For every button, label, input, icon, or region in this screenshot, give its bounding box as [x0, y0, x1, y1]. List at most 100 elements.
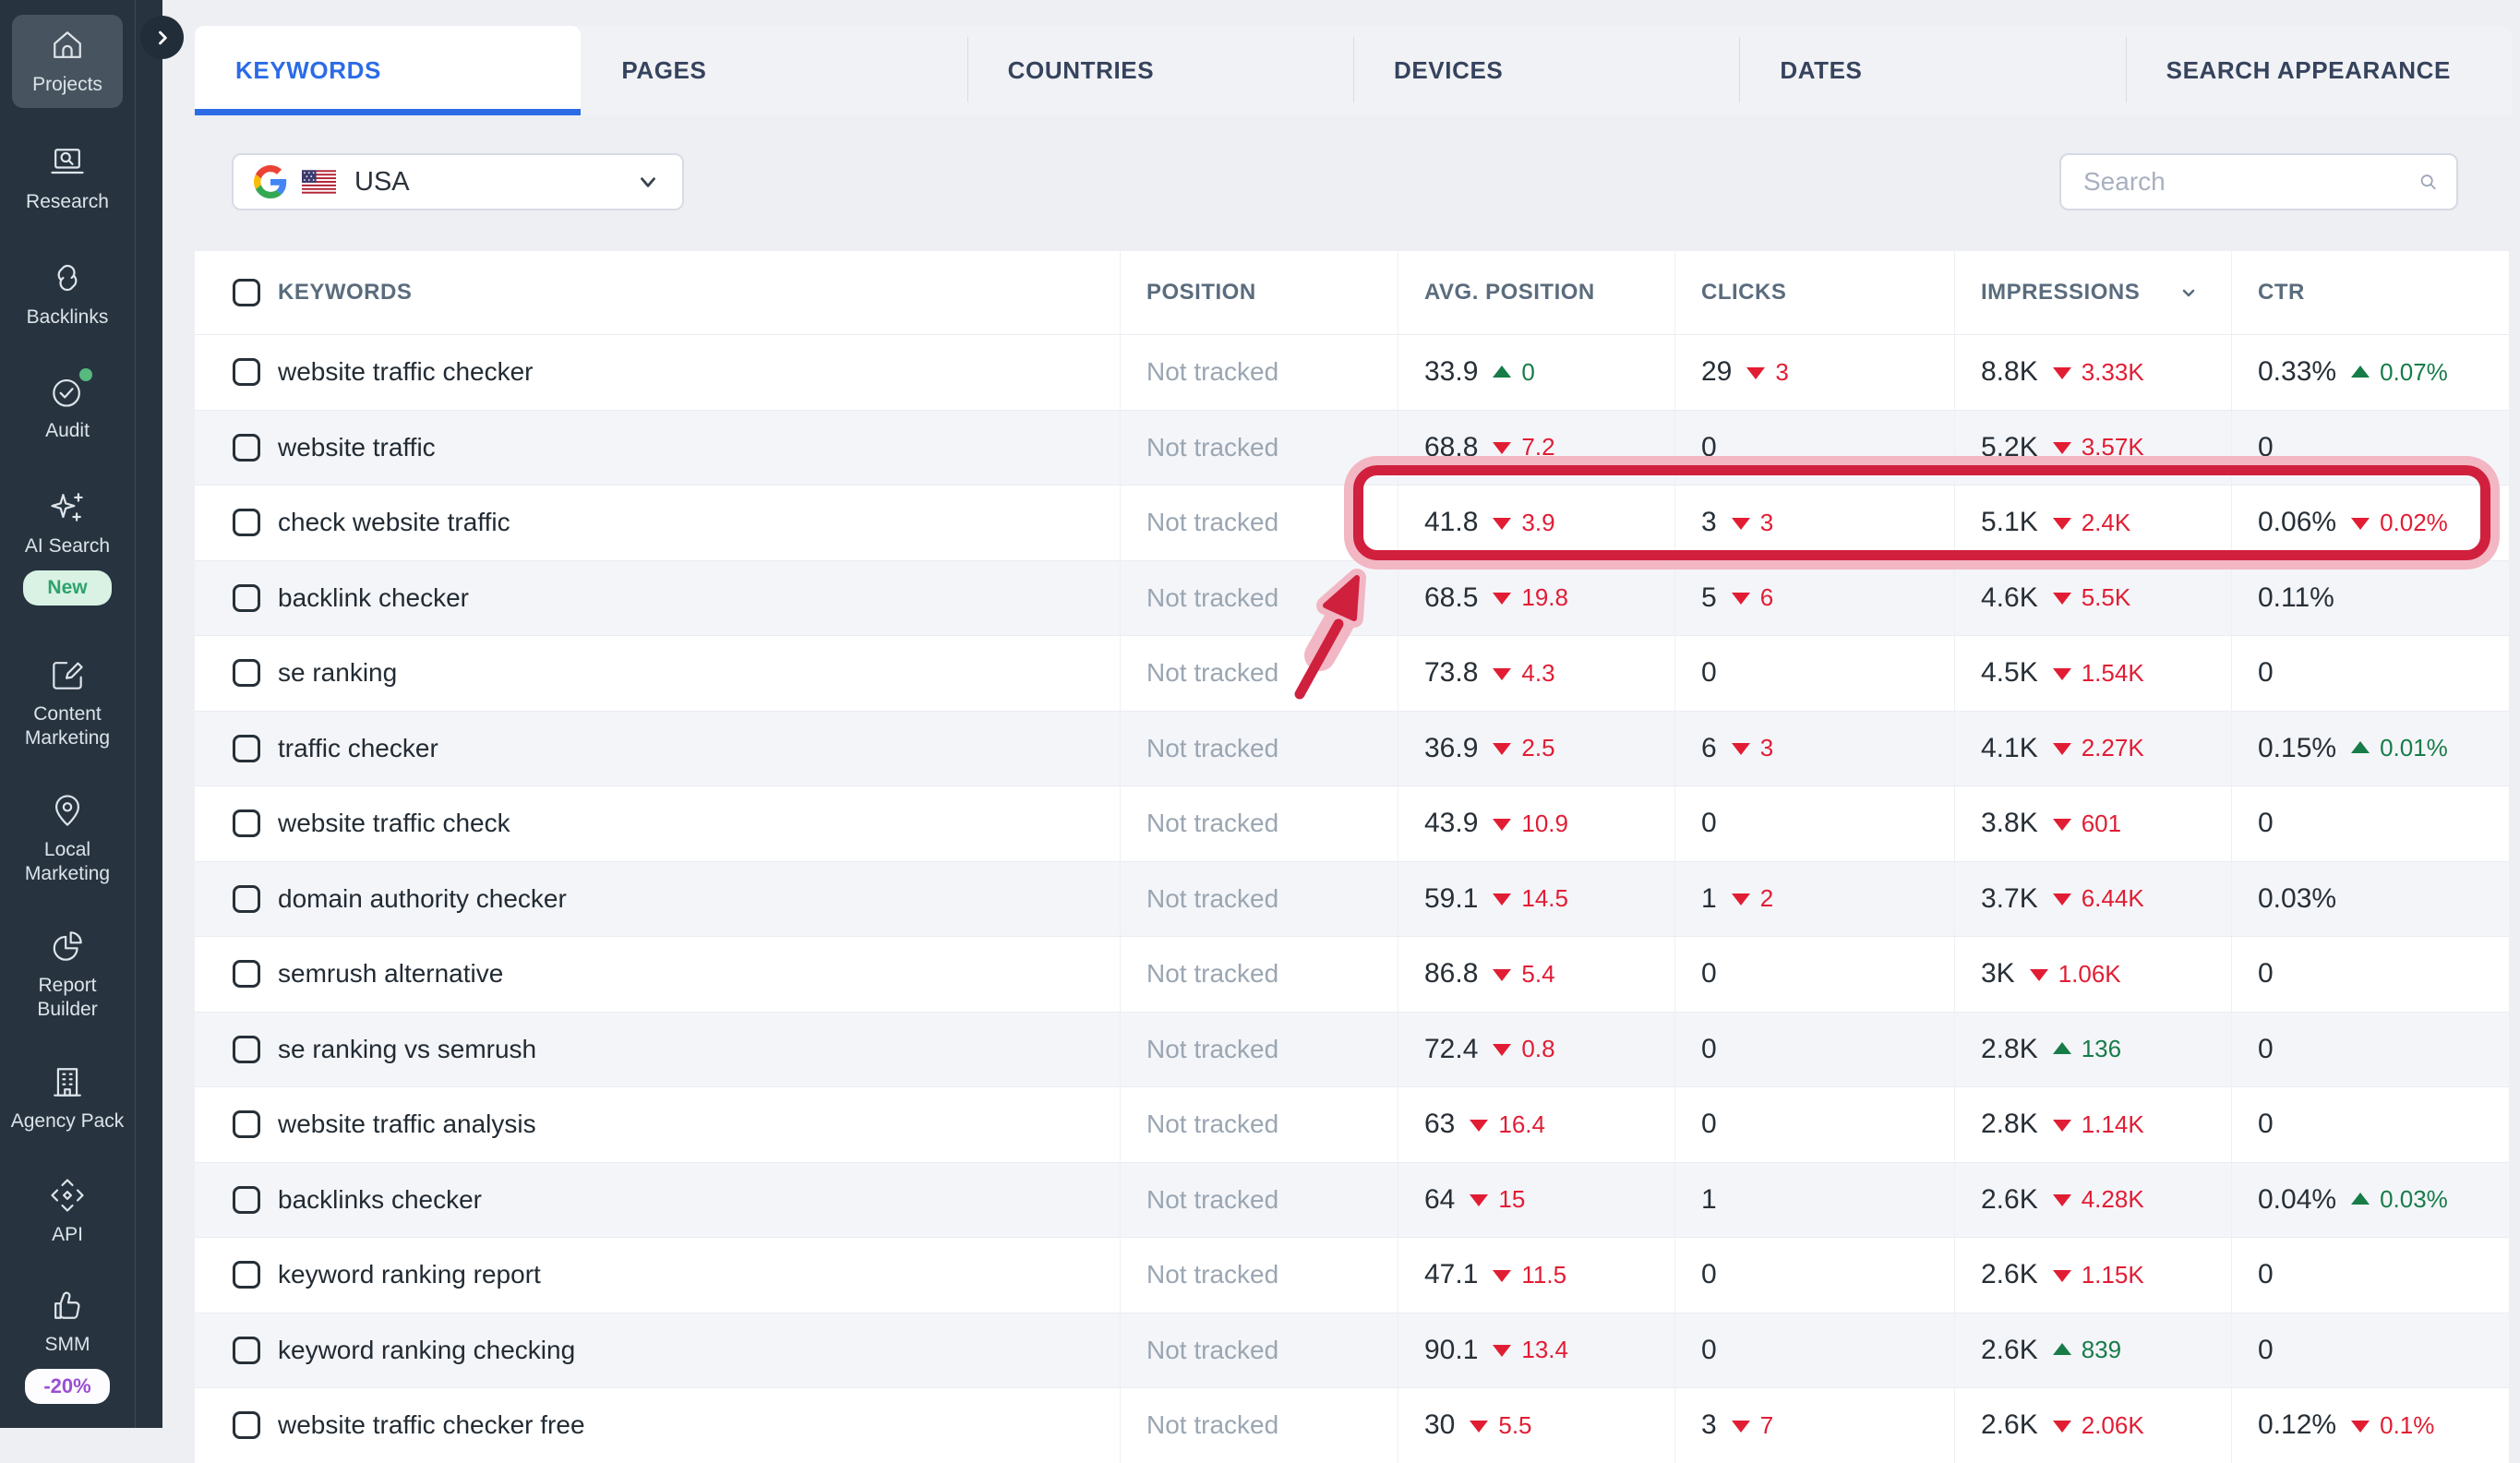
column-header-keywords[interactable]: KEYWORDS: [195, 251, 1120, 334]
table-row[interactable]: se ranking Not tracked 73.8 4.3 0 4.5K 1.54K 0: [195, 635, 2509, 711]
keyword-label: website traffic check: [278, 809, 510, 838]
delta-down-icon: [2052, 818, 2071, 831]
row-checkbox[interactable]: [233, 583, 260, 612]
position-cell: Not tracked: [1120, 1388, 1398, 1463]
position-value: Not tracked: [1146, 733, 1279, 762]
column-header-position[interactable]: POSITION: [1120, 251, 1398, 334]
metric-value: 43.9: [1424, 808, 1479, 839]
tab-dates[interactable]: DATES: [1739, 26, 2125, 115]
table-row[interactable]: website traffic checker free Not tracked 3…: [195, 1387, 2509, 1463]
row-checkbox[interactable]: [233, 1336, 260, 1364]
engine-selector-label: USA: [354, 166, 410, 197]
table-row[interactable]: se ranking vs semrush Not tracked 72.4 0.8 0…: [195, 1011, 2509, 1086]
impressions-cell: 3.8K 601: [1954, 786, 2231, 861]
position-cell: Not tracked: [1120, 1087, 1398, 1162]
tab-keywords[interactable]: KEYWORDS: [195, 26, 582, 115]
row-checkbox[interactable]: [233, 1110, 260, 1139]
table-row[interactable]: website traffic analysis Not tracked 63 16.…: [195, 1086, 2509, 1162]
row-checkbox[interactable]: [233, 1411, 260, 1440]
sort-chevron-icon[interactable]: [2178, 282, 2200, 304]
row-checkbox[interactable]: [233, 1261, 260, 1289]
row-checkbox[interactable]: [233, 509, 260, 537]
avg-position-cell: 33.9 0: [1398, 335, 1674, 410]
metric-value: 1: [1701, 1183, 1717, 1215]
keyword-cell: backlinks checker: [195, 1163, 1120, 1238]
sidebar-item-audit[interactable]: Audit: [6, 368, 128, 443]
clicks-cell: 0: [1674, 410, 1954, 485]
position-cell: Not tracked: [1120, 636, 1398, 711]
table-row[interactable]: semrush alternative Not tracked 86.8 5.4 0 3K…: [195, 936, 2509, 1012]
keyword-cell: semrush alternative: [195, 937, 1120, 1012]
impressions-cell: 3K 1.06K: [1954, 937, 2231, 1012]
tab-search-appearance[interactable]: SEARCH APPEARANCE: [2125, 26, 2512, 115]
metric-value: 0: [2258, 1033, 2274, 1064]
tab-pages[interactable]: PAGES: [581, 26, 966, 115]
tab-countries[interactable]: COUNTRIES: [966, 26, 1353, 115]
sidebar-item-ai-search[interactable]: AI Search New: [6, 486, 128, 606]
row-checkbox[interactable]: [233, 809, 260, 838]
metric-delta: 2.27K: [2081, 734, 2144, 762]
row-checkbox[interactable]: [233, 659, 260, 688]
row-checkbox[interactable]: [233, 960, 260, 989]
table-row[interactable]: domain authority checker Not tracked 59.1 1…: [195, 860, 2509, 936]
search-input[interactable]: [2082, 166, 2418, 198]
row-checkbox[interactable]: [233, 358, 260, 387]
metric-delta: 3: [1775, 357, 1789, 386]
keyword-cell: website traffic checker: [195, 335, 1120, 410]
metric-delta: 0.01%: [2380, 734, 2448, 762]
metric-value: 2.6K: [1981, 1334, 2038, 1365]
metric-value: 0.33%: [2258, 356, 2337, 388]
table-row[interactable]: backlinks checker Not tracked 64 15 1 2.6K 4.2…: [195, 1161, 2509, 1238]
clicks-cell: 29 3: [1674, 335, 1954, 410]
table-row[interactable]: website traffic check Not tracked 43.9 10.9…: [195, 785, 2509, 861]
google-logo-icon: [254, 165, 287, 198]
laptop-search-icon: [46, 141, 89, 184]
column-header-impressions[interactable]: IMPRESSIONS: [1954, 251, 2231, 334]
sidebar-item-local-marketing[interactable]: Local Marketing: [6, 789, 128, 886]
sidebar-item-agency-pack[interactable]: Agency Pack: [6, 1061, 128, 1133]
sidebar-item-research[interactable]: Research: [6, 141, 128, 214]
position-value: Not tracked: [1146, 1184, 1279, 1214]
row-checkbox[interactable]: [233, 1035, 260, 1063]
metric-value: 33.9: [1424, 356, 1479, 388]
sidebar-item-projects[interactable]: Projects: [12, 15, 123, 108]
impressions-cell: 4.5K 1.54K: [1954, 636, 2231, 711]
keyword-label: se ranking vs semrush: [278, 1034, 537, 1063]
table-row[interactable]: keyword ranking checking Not tracked 90.1 1…: [195, 1312, 2509, 1387]
column-header-ctr[interactable]: CTR: [2231, 251, 2509, 334]
sidebar-item-api[interactable]: API: [6, 1174, 128, 1247]
delta-down-icon: [1493, 818, 1512, 831]
sidebar-expand-button[interactable]: [140, 16, 184, 59]
metric-delta: 11.5: [1521, 1260, 1567, 1289]
sidebar-item-content-marketing[interactable]: Content Marketing: [6, 654, 128, 750]
avg-position-cell: 43.9 10.9: [1398, 786, 1674, 861]
metric-delta: 10.9: [1521, 809, 1568, 837]
sidebar-item-report-builder[interactable]: Report Builder: [6, 925, 128, 1022]
table-row[interactable]: website traffic checker Not tracked 33.9 0 2…: [195, 335, 2509, 410]
metric-value: 0.11%: [2258, 582, 2334, 613]
row-checkbox[interactable]: [233, 884, 260, 913]
search-engine-selector[interactable]: USA: [232, 153, 684, 210]
row-checkbox[interactable]: [233, 1185, 260, 1214]
metric-value: 29: [1701, 356, 1733, 388]
select-all-checkbox[interactable]: [233, 279, 260, 306]
sidebar-item-smm[interactable]: SMM -20%: [6, 1284, 128, 1404]
ctr-cell: 0: [2231, 1087, 2509, 1162]
table-row[interactable]: keyword ranking report Not tracked 47.1 11.…: [195, 1237, 2509, 1313]
sidebar-item-backlinks[interactable]: Backlinks: [6, 257, 128, 330]
column-header-avg-position[interactable]: AVG. POSITION: [1398, 251, 1674, 334]
metric-value: 0: [1701, 657, 1717, 689]
api-module-icon: [46, 1174, 89, 1217]
table-row[interactable]: check website traffic Not tracked 41.8 3.9 3…: [195, 485, 2509, 560]
keyword-cell: website traffic: [195, 411, 1120, 486]
metric-value: 47.1: [1424, 1259, 1479, 1290]
sidebar-item-label: Content Marketing: [24, 703, 111, 749]
table-row[interactable]: backlink checker Not tracked 68.5 19.8 5 6 4.6…: [195, 559, 2509, 635]
table-row[interactable]: website traffic Not tracked 68.8 7.2 0 5.2K 3.…: [195, 409, 2509, 486]
column-header-clicks[interactable]: CLICKS: [1674, 251, 1954, 334]
delta-down-icon: [2052, 1269, 2071, 1282]
row-checkbox[interactable]: [233, 433, 260, 462]
row-checkbox[interactable]: [233, 734, 260, 762]
tab-devices[interactable]: DEVICES: [1352, 26, 1739, 115]
table-row[interactable]: traffic checker Not tracked 36.9 2.5 6 3 4.1K 2…: [195, 710, 2509, 785]
